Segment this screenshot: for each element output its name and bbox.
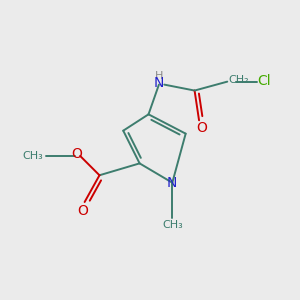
Text: O: O xyxy=(196,121,208,135)
Text: CH₃: CH₃ xyxy=(162,220,183,230)
Text: O: O xyxy=(72,148,83,161)
Text: N: N xyxy=(167,176,178,190)
Text: H: H xyxy=(155,71,163,81)
Text: Cl: Cl xyxy=(258,74,271,88)
Text: N: N xyxy=(154,76,164,90)
Text: CH₃: CH₃ xyxy=(22,151,43,161)
Text: CH₂: CH₂ xyxy=(228,75,249,85)
Text: O: O xyxy=(78,204,88,218)
